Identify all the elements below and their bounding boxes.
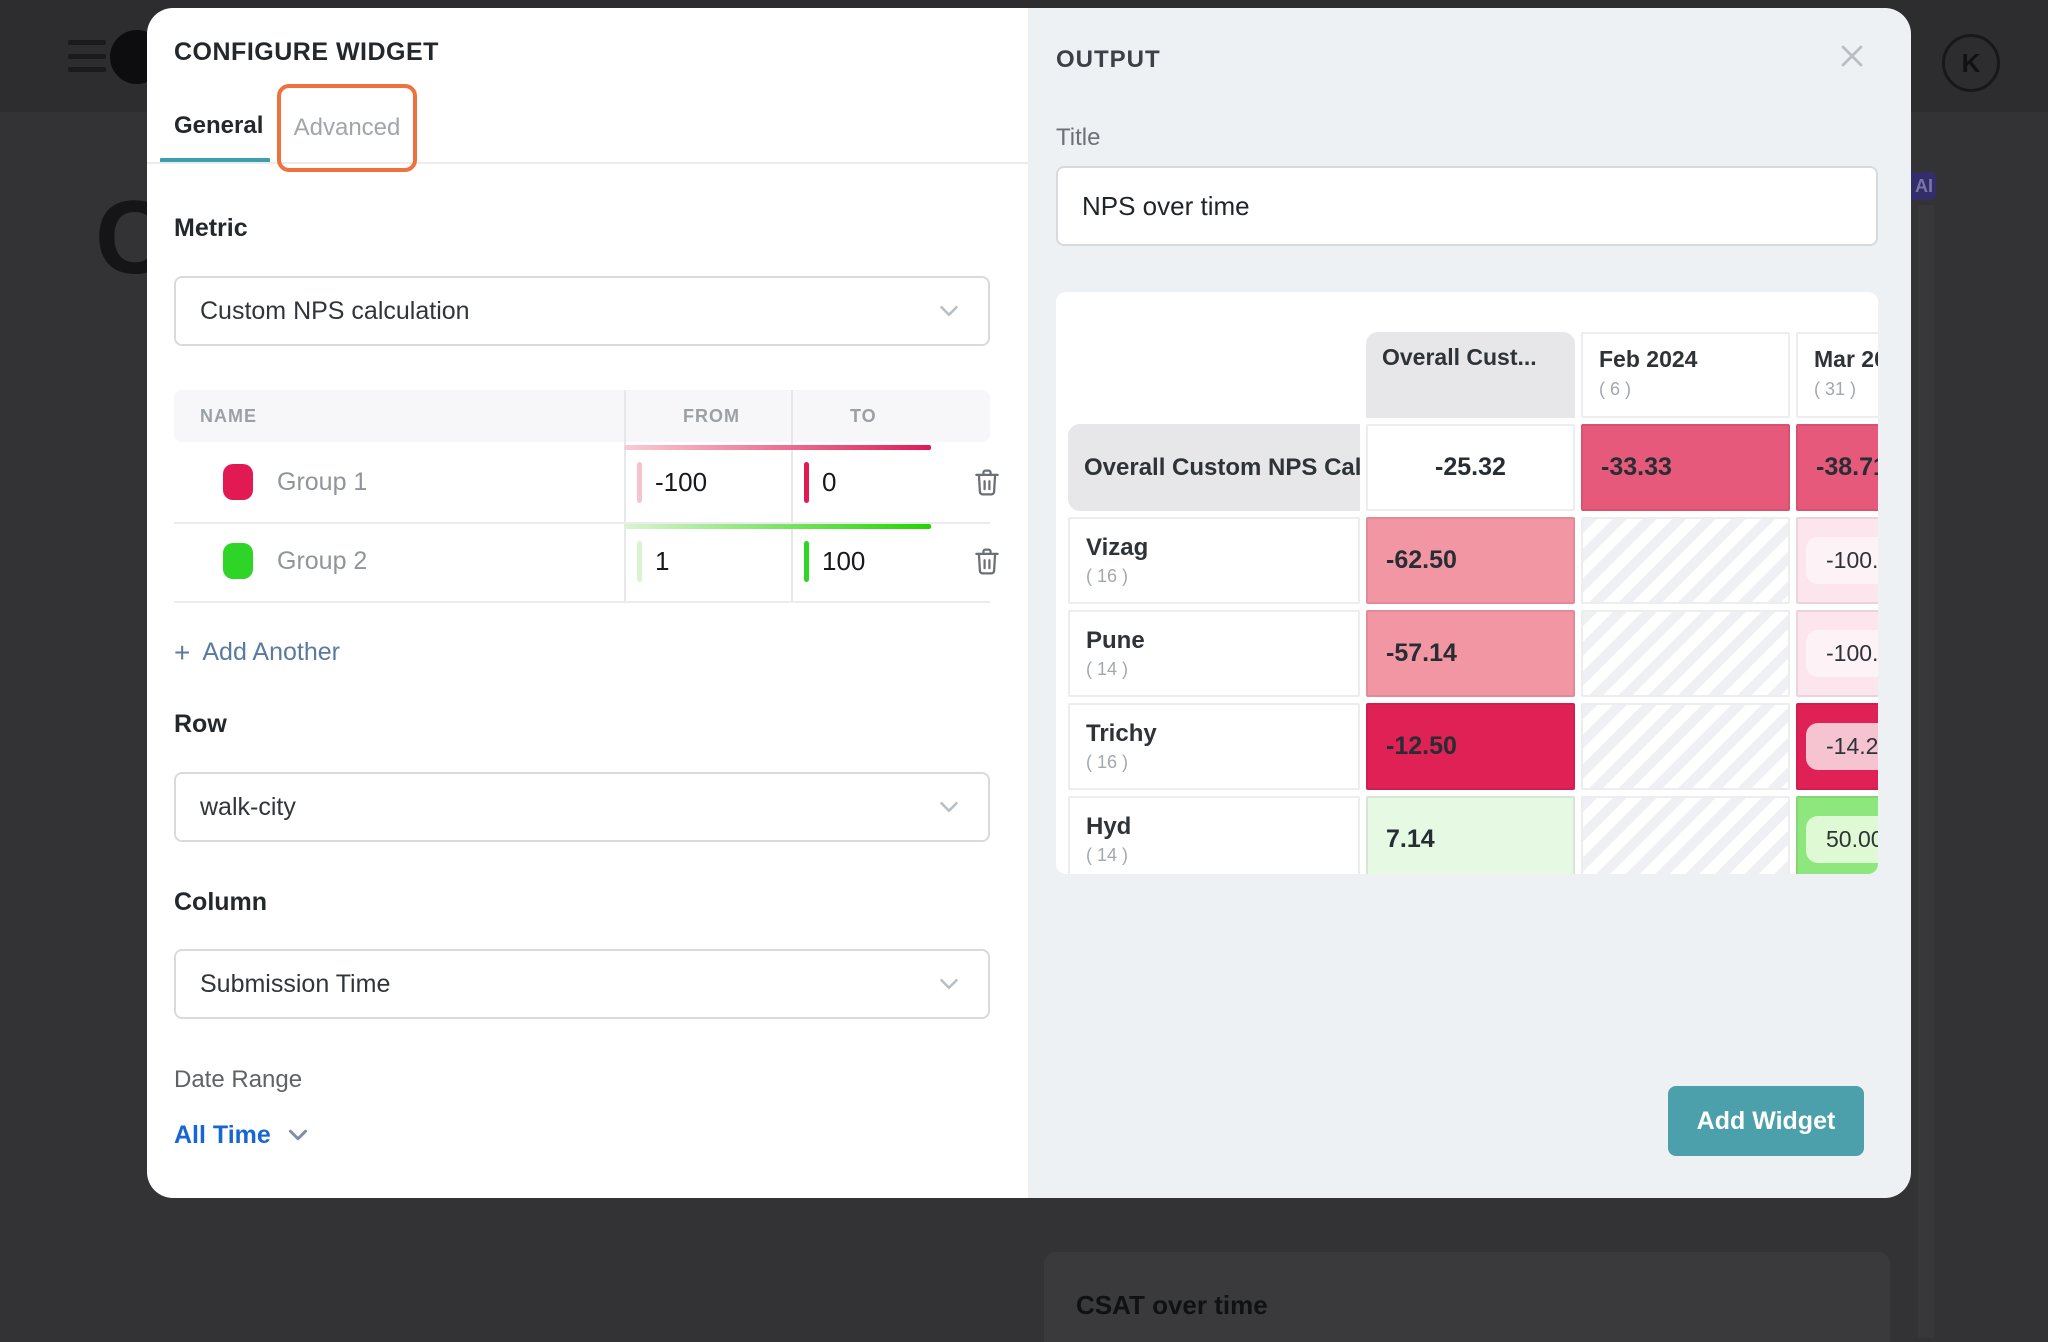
group-2-range-gradient (624, 524, 931, 529)
tab-advanced[interactable]: Advanced (293, 114, 401, 141)
metric-select[interactable]: Custom NPS calculation (174, 276, 990, 346)
group-1-from-marker (637, 462, 642, 503)
group-2-to-marker (804, 541, 809, 582)
chevron-down-icon (288, 1129, 307, 1141)
heatmap-cell: -33.33 (1581, 424, 1790, 511)
date-range-select[interactable]: All Time (174, 1120, 313, 1150)
heatmap-cell-no-data (1581, 796, 1790, 874)
groups-table-divider (791, 390, 793, 601)
group-1-color-swatch[interactable] (223, 464, 253, 500)
chevron-down-icon (940, 802, 958, 812)
output-label: OUTPUT (1056, 46, 1161, 73)
hamburger-menu-icon[interactable] (68, 40, 106, 72)
heatmap-cell: -62.50 (1366, 517, 1575, 604)
heatmap-cell: -57.14 (1366, 610, 1575, 697)
active-tab-underline (160, 158, 270, 164)
close-icon[interactable] (1834, 38, 1870, 74)
heatmap-column-header: Overall Cust... (1366, 332, 1575, 418)
group-1-to-marker (804, 462, 809, 503)
add-another-label: Add Another (202, 638, 340, 666)
group-2-color-swatch[interactable] (223, 543, 253, 579)
heatmap-row-header: Overall Custom NPS Calcu... (1068, 424, 1360, 511)
group-1-range-gradient (624, 445, 931, 450)
widget-title-label: Title (1056, 124, 1101, 151)
heatmap-cell-no-data (1581, 517, 1790, 604)
delete-group-2-trash-icon[interactable] (970, 544, 1004, 578)
metric-select-value: Custom NPS calculation (200, 296, 470, 325)
csat-widget-card: CSAT over time (1044, 1252, 1890, 1342)
heatmap-cell: 50.00 (1796, 796, 1878, 874)
groups-table-header: NAME FROM TO (174, 390, 990, 442)
groups-col-name: NAME (200, 405, 257, 426)
groups-table-divider (624, 390, 626, 601)
heatmap-row-header: Vizag ( 16 ) (1068, 517, 1360, 604)
groups-col-from: FROM (683, 405, 740, 426)
group-row-2: Group 2 1 100 (174, 522, 999, 603)
configure-widget-dialog: CONFIGURE WIDGET General Advanced Metric… (147, 8, 1911, 1198)
heatmap-cell: -12.50 (1366, 703, 1575, 790)
group-1-from-input[interactable]: -100 (655, 467, 708, 497)
groups-col-to: TO (850, 405, 877, 426)
heatmap-cell: -100.00 (1796, 517, 1878, 604)
tab-general[interactable]: General (174, 112, 264, 139)
heatmap-preview-card: Overall Cust... Feb 2024 ( 6 ) Mar 2024 … (1056, 292, 1878, 874)
heatmap-cell-no-data (1581, 610, 1790, 697)
row-select[interactable]: walk-city (174, 772, 990, 842)
heatmap-column-header: Mar 2024 ( 31 ) (1796, 332, 1878, 418)
output-panel: OUTPUT Title NPS over time Overall Cust.… (1028, 8, 1911, 1198)
add-widget-button[interactable]: Add Widget (1668, 1086, 1864, 1156)
column-select[interactable]: Submission Time (174, 949, 990, 1019)
heatmap-column-header: Feb 2024 ( 6 ) (1581, 332, 1790, 418)
user-avatar[interactable]: K (1942, 34, 2000, 92)
chevron-down-icon (940, 979, 958, 989)
group-row-1: Group 1 -100 0 (174, 443, 999, 524)
group-2-from-marker (637, 541, 642, 582)
heatmap-cell: 7.14 (1366, 796, 1575, 874)
heatmap-cell: -25.32 (1366, 424, 1575, 511)
dialog-title: CONFIGURE WIDGET (174, 38, 439, 66)
heatmap-cell-no-data (1581, 703, 1790, 790)
group-2-name[interactable]: Group 2 (277, 547, 368, 575)
widget-title-input[interactable]: NPS over time (1056, 166, 1878, 246)
chevron-down-icon (940, 306, 958, 316)
heatmap-cell: -38.71 (1796, 424, 1878, 511)
heatmap-row-header: Hyd ( 14 ) (1068, 796, 1360, 874)
group-1-to-input[interactable]: 0 (822, 467, 837, 497)
group-2-from-input[interactable]: 1 (655, 546, 670, 576)
plus-icon: + (174, 636, 191, 668)
column-select-value: Submission Time (200, 969, 391, 998)
column-label: Column (174, 888, 268, 916)
date-range-value: All Time (174, 1120, 271, 1149)
heatmap-table: Overall Cust... Feb 2024 ( 6 ) Mar 2024 … (1068, 332, 1878, 874)
advanced-tab-highlight-box: Advanced (277, 84, 417, 172)
row-label: Row (174, 710, 227, 738)
group-1-name[interactable]: Group 1 (277, 468, 368, 496)
csat-widget-title: CSAT over time (1076, 1290, 1268, 1320)
heatmap-row-header: Pune ( 14 ) (1068, 610, 1360, 697)
metric-label: Metric (174, 214, 248, 242)
tabs-divider (147, 162, 1028, 164)
row-select-value: walk-city (200, 792, 296, 821)
heatmap-row-header: Trichy ( 16 ) (1068, 703, 1360, 790)
page-card-edge (1918, 205, 1934, 1338)
heatmap-corner (1068, 332, 1360, 418)
delete-group-1-trash-icon[interactable] (970, 465, 1004, 499)
configuration-panel: CONFIGURE WIDGET General Advanced Metric… (147, 8, 1028, 1198)
add-another-button[interactable]: + Add Another (174, 638, 340, 667)
heatmap-cell: -14.29 (1796, 703, 1878, 790)
heatmap-cell: -100.00 (1796, 610, 1878, 697)
date-range-label: Date Range (174, 1066, 303, 1093)
group-2-to-input[interactable]: 100 (822, 546, 866, 576)
